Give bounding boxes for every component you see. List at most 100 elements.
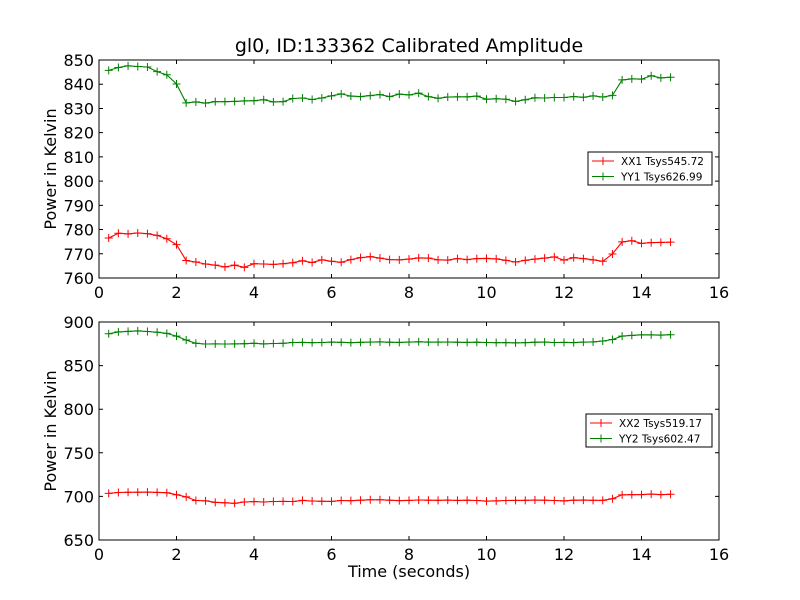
data-point (337, 338, 346, 347)
data-point (366, 338, 375, 347)
data-point (104, 489, 113, 498)
data-point (162, 488, 171, 497)
data-point (356, 92, 365, 101)
data-point (579, 254, 588, 263)
data-point (143, 229, 152, 238)
data-point (356, 338, 365, 347)
data-point (463, 255, 472, 264)
data-point (279, 339, 288, 348)
data-point (627, 331, 636, 340)
data-point (317, 497, 326, 506)
x-tick-label: 6 (326, 283, 336, 302)
data-point (327, 257, 336, 266)
data-point (114, 488, 123, 497)
legend-marker (597, 419, 605, 427)
data-point (240, 96, 249, 105)
data-point (327, 497, 336, 506)
y-tick-label: 750 (63, 444, 94, 463)
data-point (424, 254, 433, 263)
legend-box (587, 151, 713, 186)
data-point (530, 338, 539, 347)
x-tick-label: 14 (631, 545, 651, 564)
data-point (153, 488, 162, 497)
data-point (579, 93, 588, 102)
data-point (550, 252, 559, 261)
bottom-plot: 0 2 4 6 8 10 12 14 16 650 700 750 800 850 900 Time (sec… (41, 313, 729, 581)
data-point (443, 93, 452, 102)
data-point (191, 97, 200, 106)
legend-label: XX1 Tsys545.72 (621, 156, 704, 168)
data-point (346, 92, 355, 101)
data-point (560, 256, 568, 265)
data-point (162, 234, 171, 243)
data-point (298, 94, 307, 103)
y-tick-label: 820 (63, 124, 94, 143)
y-tick-label: 700 (63, 487, 94, 506)
data-point (259, 497, 268, 506)
data-point (395, 338, 404, 347)
data-point (104, 234, 113, 243)
data-point (240, 497, 249, 506)
x-tick-label: 10 (476, 283, 496, 302)
data-point (385, 496, 394, 505)
data-point (627, 236, 636, 245)
data-point (133, 326, 142, 335)
data-point (308, 95, 317, 104)
data-point (560, 496, 568, 505)
data-point (463, 92, 472, 101)
data-point (598, 337, 607, 346)
data-point (598, 496, 607, 505)
data-point (656, 238, 665, 247)
data-point (579, 338, 588, 347)
data-point (434, 338, 443, 347)
legend-marker (599, 172, 607, 181)
y-axis-label: Power in Kelvin (41, 108, 60, 229)
data-point (492, 338, 501, 347)
data-point (375, 90, 384, 99)
data-point (317, 94, 326, 103)
data-point (385, 92, 394, 101)
data-point (356, 496, 365, 505)
data-point (191, 496, 200, 505)
data-point (589, 255, 598, 264)
data-point (569, 496, 578, 505)
data-point (346, 255, 355, 264)
data-point (385, 255, 394, 264)
data-point (569, 92, 578, 101)
data-point (560, 93, 568, 102)
data-point (550, 93, 559, 102)
data-point (453, 92, 462, 101)
data-point (666, 238, 675, 247)
data-point (191, 258, 200, 267)
data-point (434, 94, 443, 103)
y-tick-label: 810 (63, 148, 94, 167)
data-point (637, 330, 646, 339)
data-point (589, 91, 598, 100)
data-point (540, 94, 549, 103)
data-point (647, 490, 656, 499)
data-point (230, 499, 239, 508)
data-point (540, 496, 549, 505)
data-point (463, 496, 472, 505)
data-point (530, 255, 539, 264)
x-tick-label: 2 (171, 283, 181, 302)
data-point (250, 497, 258, 506)
data-point (424, 496, 433, 505)
data-point (521, 338, 530, 347)
data-point (366, 91, 375, 100)
data-point (405, 338, 413, 347)
data-point (133, 488, 142, 497)
data-point (298, 256, 307, 265)
data-point (414, 89, 423, 98)
data-point (172, 490, 181, 499)
data-point (540, 338, 549, 347)
data-point (114, 327, 123, 336)
data-point (647, 238, 656, 247)
data-point (453, 496, 462, 505)
data-point (356, 253, 365, 262)
data-point (453, 338, 462, 347)
data-point (569, 338, 578, 347)
data-point (124, 327, 133, 336)
legend: XX2 Tsys519.17 YY2 Tsys602.47 (585, 413, 713, 448)
data-point (414, 337, 423, 346)
